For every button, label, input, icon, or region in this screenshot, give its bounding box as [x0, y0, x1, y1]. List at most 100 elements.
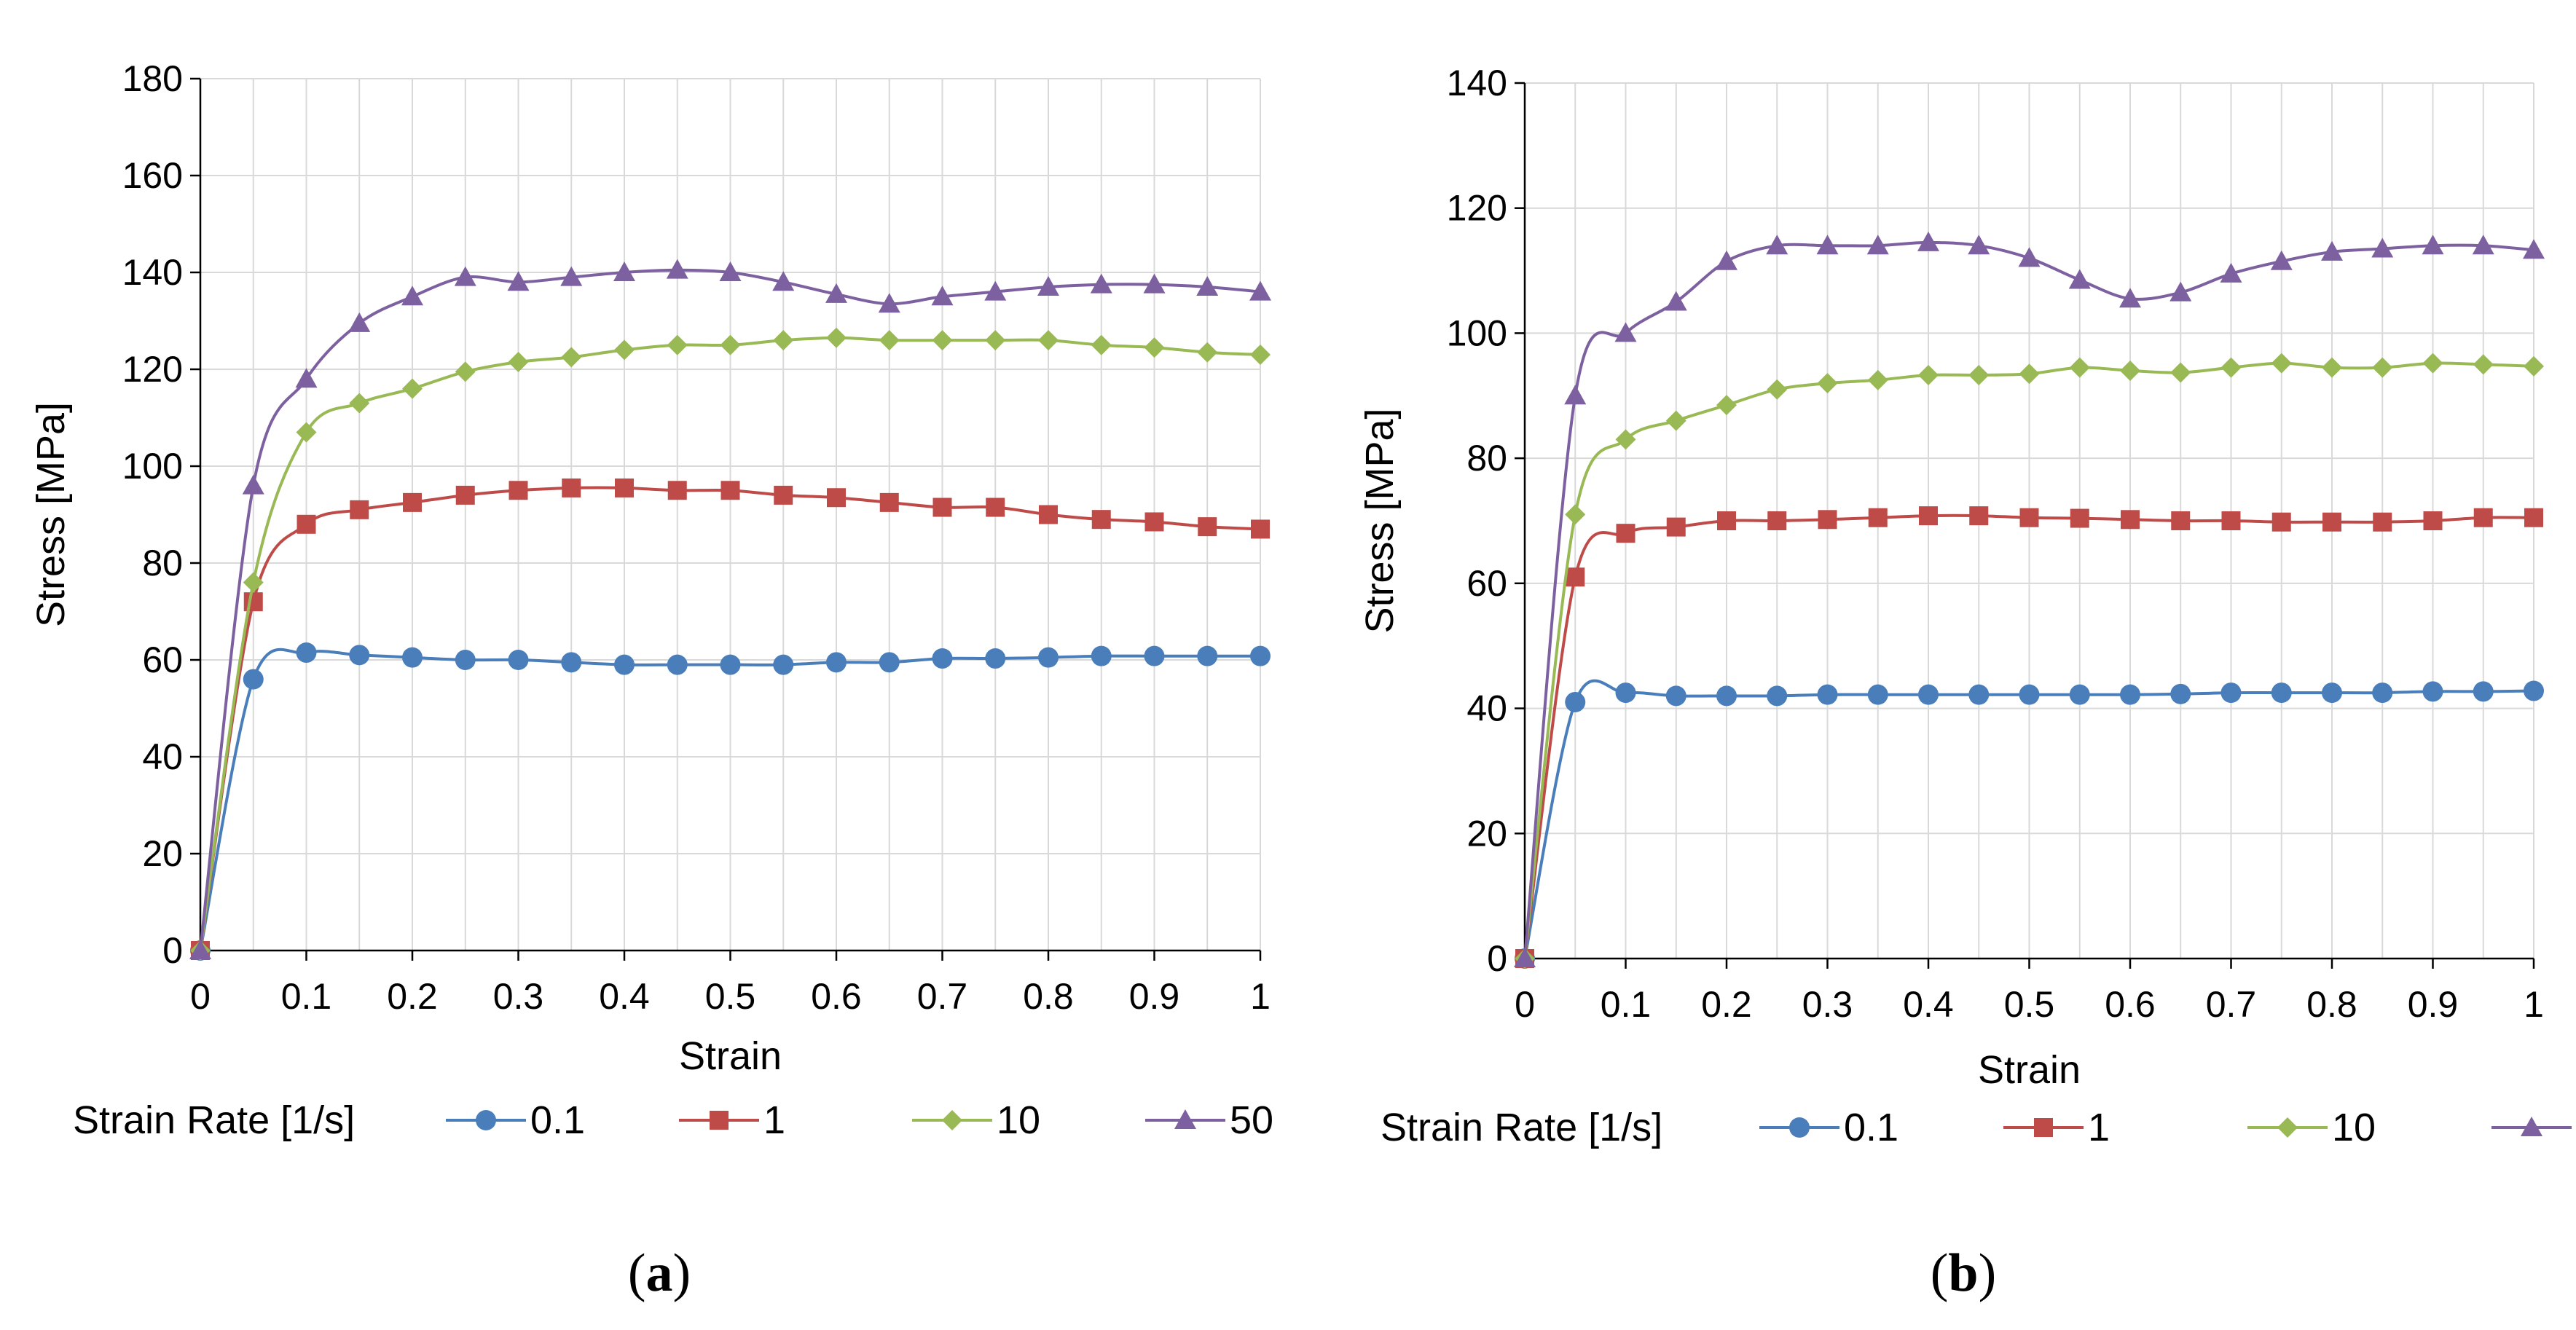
legend-title: Strain Rate [1/s] — [1381, 1106, 1662, 1149]
data-point — [508, 352, 529, 373]
data-point — [1918, 364, 1939, 385]
data-point — [932, 330, 953, 351]
data-point — [2371, 237, 2394, 258]
data-point — [2220, 682, 2242, 704]
data-point — [455, 485, 475, 505]
legend-label: 0.1 — [530, 1098, 585, 1142]
data-point — [1565, 691, 1586, 712]
data-point — [2019, 684, 2040, 705]
data-point — [2322, 357, 2342, 378]
data-point — [1866, 235, 1889, 255]
data-point — [1197, 342, 1218, 363]
legend-item-50: 50 — [2491, 1117, 2572, 1136]
y-axis-title: Stress [MPa] — [1358, 408, 1402, 633]
data-point — [2472, 235, 2494, 255]
x-tick-label: 0.8 — [1023, 976, 1074, 1017]
legend-label: 1 — [763, 1098, 785, 1142]
data-point — [2119, 288, 2141, 308]
data-point — [1566, 567, 1585, 587]
data-point — [1665, 291, 1687, 311]
data-point — [455, 361, 476, 382]
data-point — [508, 650, 529, 670]
data-point — [1250, 345, 1271, 366]
data-point — [667, 481, 687, 500]
data-point — [2270, 250, 2293, 270]
data-point — [1038, 647, 1059, 668]
data-point — [455, 650, 476, 670]
y-tick-labels: 0 20 40 60 80 100 120 140 160 180 — [122, 58, 200, 971]
data-point — [2422, 353, 2443, 374]
series-50 — [189, 259, 1271, 959]
y-tick-label: 0 — [162, 930, 183, 971]
data-point — [2171, 511, 2191, 530]
x-tick-label: 1 — [2524, 984, 2544, 1025]
data-point — [2018, 247, 2041, 267]
x-tick-label: 0.5 — [2004, 984, 2055, 1025]
legend: Strain Rate [1/s] 0.1 1 10 50 — [73, 1098, 1273, 1142]
panel-label-open-paren: ( — [628, 1243, 646, 1303]
x-axis-title: Strain — [679, 1034, 782, 1078]
data-point — [1091, 510, 1111, 530]
data-point — [1665, 410, 1686, 431]
data-point — [1716, 685, 1737, 707]
data-point — [985, 648, 1006, 669]
data-point — [243, 572, 264, 593]
data-point — [1616, 524, 1635, 543]
legend-marker — [710, 1111, 729, 1130]
data-point — [1615, 429, 1636, 450]
data-point — [1817, 373, 1838, 394]
data-point — [720, 334, 741, 355]
data-point — [1564, 385, 1587, 405]
legend-item-10: 10 — [2247, 1106, 2376, 1149]
data-point — [1918, 684, 1939, 705]
data-point — [1144, 645, 1165, 666]
panel-label-letter: a — [646, 1243, 673, 1303]
legend-marker — [1789, 1117, 1810, 1138]
series-line — [1523, 679, 2534, 959]
y-tick-label: 80 — [142, 543, 183, 583]
data-point — [1816, 235, 1839, 255]
legend-label: 0.1 — [1844, 1106, 1898, 1149]
data-point — [1091, 645, 1112, 666]
data-point — [1919, 506, 1938, 526]
x-tick-label: 0.9 — [2408, 984, 2459, 1025]
legend-marker — [2034, 1118, 2053, 1137]
data-point — [1968, 235, 1990, 255]
legend-label: 10 — [997, 1098, 1040, 1142]
data-point — [985, 330, 1006, 351]
y-tick-label: 40 — [142, 736, 183, 777]
data-point — [508, 481, 528, 500]
legend-marker — [1174, 1109, 1196, 1129]
y-tick-label: 20 — [1466, 813, 1507, 854]
data-point — [243, 669, 264, 690]
data-point — [2321, 240, 2343, 261]
data-point — [826, 652, 847, 673]
data-point — [879, 330, 900, 351]
data-point — [666, 259, 688, 279]
x-axis-title: Strain — [1978, 1048, 2081, 1092]
data-point — [349, 393, 370, 414]
legend-item-50: 50 — [1145, 1098, 1273, 1142]
data-point — [2019, 363, 2040, 385]
data-point — [1615, 682, 1636, 704]
panel-label: (a) — [628, 1243, 691, 1303]
data-point — [561, 347, 582, 368]
data-point — [2373, 512, 2392, 532]
data-point — [1249, 280, 1271, 301]
data-point — [1968, 684, 1990, 705]
series-1 — [191, 478, 1270, 960]
data-point — [2271, 512, 2291, 532]
x-tick-labels: 0 0.1 0.2 0.3 0.4 0.5 0.6 0.7 0.8 0.9 1 — [1515, 959, 2544, 1025]
y-tick-label: 60 — [1466, 563, 1507, 604]
x-tick-label: 0 — [190, 976, 211, 1017]
data-point — [1197, 645, 1218, 666]
data-point — [1614, 322, 1637, 342]
data-point — [1037, 275, 1059, 296]
data-point — [402, 647, 423, 668]
data-point — [2069, 357, 2090, 378]
data-point — [242, 474, 264, 495]
legend-item-0.1: 0.1 — [446, 1098, 585, 1142]
y-tick-label: 160 — [122, 155, 183, 196]
panel-label-close-paren: ) — [673, 1243, 691, 1303]
data-point — [507, 271, 530, 291]
